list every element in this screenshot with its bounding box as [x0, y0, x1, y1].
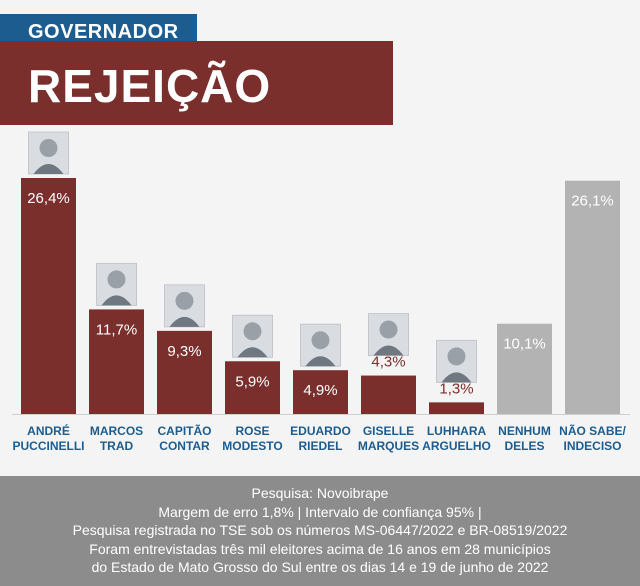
chart-title-banner: REJEIÇÃO — [0, 41, 393, 125]
data-label: 11,7% — [96, 321, 137, 338]
bar — [89, 309, 144, 414]
candidate-photo-head — [107, 270, 126, 289]
bar — [157, 330, 212, 414]
category-label: INDECISO — [563, 439, 621, 453]
bar — [497, 323, 552, 414]
data-label: 5,9% — [235, 373, 269, 390]
data-label: 1,3% — [439, 380, 473, 397]
category-label: TRAD — [100, 439, 134, 453]
candidate-photo-body — [169, 316, 200, 327]
category-label: PUCCINELLI — [13, 439, 85, 453]
candidate-photo-head — [447, 347, 466, 366]
candidate-photo-body — [441, 372, 472, 383]
category-label: MODESTO — [222, 439, 282, 453]
data-label: 26,1% — [571, 193, 614, 210]
candidate-photo-body — [373, 345, 404, 356]
category-label: CAPITÃO — [158, 423, 212, 438]
bar — [361, 375, 416, 414]
data-label: 9,3% — [167, 343, 201, 360]
category-label: ARGUELHO — [422, 439, 491, 453]
data-label: 4,3% — [371, 354, 405, 371]
footer-line: Pesquisa registrada no TSE sob os número… — [72, 522, 568, 538]
footer-line: Pesquisa: Novoibrape — [251, 485, 389, 501]
data-label: 4,9% — [303, 382, 337, 399]
footer-line: Foram entrevistadas três mil eleitores a… — [89, 540, 551, 557]
category-label: ROSE — [235, 424, 269, 438]
bar — [565, 180, 620, 414]
candidate-photo-body — [305, 356, 336, 367]
category-label: NÃO SABE/ — [559, 423, 626, 438]
candidate-photo-body — [33, 164, 64, 174]
category-label: ANDRÉ — [27, 423, 70, 438]
category-label: MARQUES — [358, 439, 419, 453]
bar — [293, 370, 348, 414]
survey-footer: Pesquisa: Novoibrape Margem de erro 1,8%… — [0, 476, 640, 586]
candidate-photo-head — [311, 331, 330, 350]
category-label: LUHHARA — [427, 424, 487, 438]
bar — [225, 361, 280, 414]
candidate-photo-body — [237, 347, 268, 358]
bar — [429, 402, 484, 414]
category-label: CONTAR — [159, 439, 210, 453]
category-label: NENHUM — [498, 424, 551, 438]
category-label: DELES — [504, 439, 544, 453]
category-label: MARCOS — [90, 424, 143, 438]
data-label: 10,1% — [503, 336, 546, 353]
data-label: 26,4% — [27, 190, 70, 207]
footer-line: Margem de erro 1,8% | Intervalo de confi… — [158, 503, 482, 520]
category-label: GISELLE — [363, 424, 414, 438]
candidate-photo-head — [39, 139, 58, 157]
footer-line: do Estado de Mato Grosso do Sul entre os… — [91, 559, 549, 575]
candidate-photo-head — [379, 320, 398, 339]
category-label: RIEDEL — [298, 439, 342, 453]
category-label: EDUARDO — [290, 424, 351, 438]
candidate-photo-head — [175, 291, 194, 310]
candidate-photo-body — [101, 295, 132, 306]
candidate-photo-head — [243, 322, 262, 341]
bar — [21, 178, 76, 414]
